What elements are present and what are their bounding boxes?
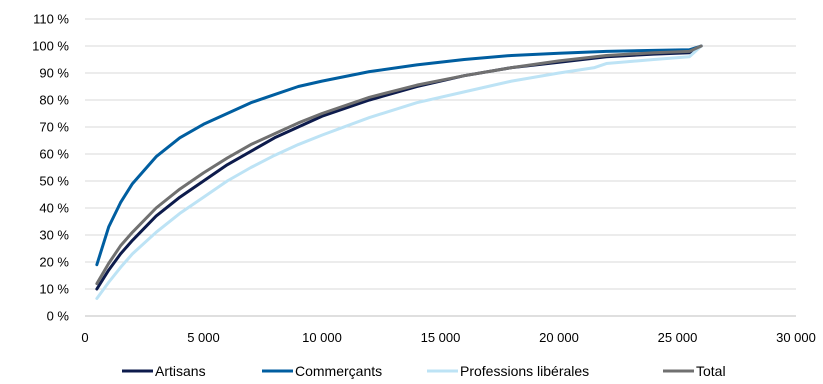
y-tick-label: 30 % [39, 228, 69, 243]
legend-label: Artisans [155, 363, 206, 379]
x-tick-label: 30 000 [776, 330, 816, 345]
y-tick-label: 70 % [39, 120, 69, 135]
x-tick-label: 20 000 [539, 330, 579, 345]
y-tick-label: 20 % [39, 255, 69, 270]
series-lines [95, 44, 703, 300]
y-tick-label: 60 % [39, 147, 69, 162]
x-tick-label: 15 000 [421, 330, 461, 345]
legend: Artisans Commerçants Professions libérales… [122, 363, 726, 379]
axes: 0 % 10 % 20 % 30 % 40 % 50 % 60 % 70 % 80 % 90 % 1… [32, 12, 816, 346]
x-tick-label: 0 [81, 330, 88, 345]
y-tick-label: 40 % [39, 201, 69, 216]
y-tick-label: 90 % [39, 66, 69, 81]
legend-label: Professions libérales [460, 363, 589, 379]
y-tick-label: 80 % [39, 93, 69, 108]
x-tick-label: 25 000 [658, 330, 698, 345]
y-tick-label: 100 % [32, 39, 69, 54]
series-line-commer-ants [95, 44, 703, 267]
x-tick-label: 10 000 [302, 330, 342, 345]
series-line-artisans [95, 44, 703, 291]
x-tick-label: 5 000 [187, 330, 220, 345]
y-tick-label: 50 % [39, 174, 69, 189]
series-line-professions-lib-rales [95, 44, 703, 300]
gridlines [85, 18, 796, 290]
series-line-total [95, 44, 703, 286]
y-tick-label: 10 % [39, 282, 69, 297]
legend-label: Total [696, 363, 726, 379]
y-tick-label: 110 % [33, 12, 69, 27]
y-tick-label: 0 % [47, 309, 70, 324]
legend-label: Commerçants [295, 363, 382, 379]
